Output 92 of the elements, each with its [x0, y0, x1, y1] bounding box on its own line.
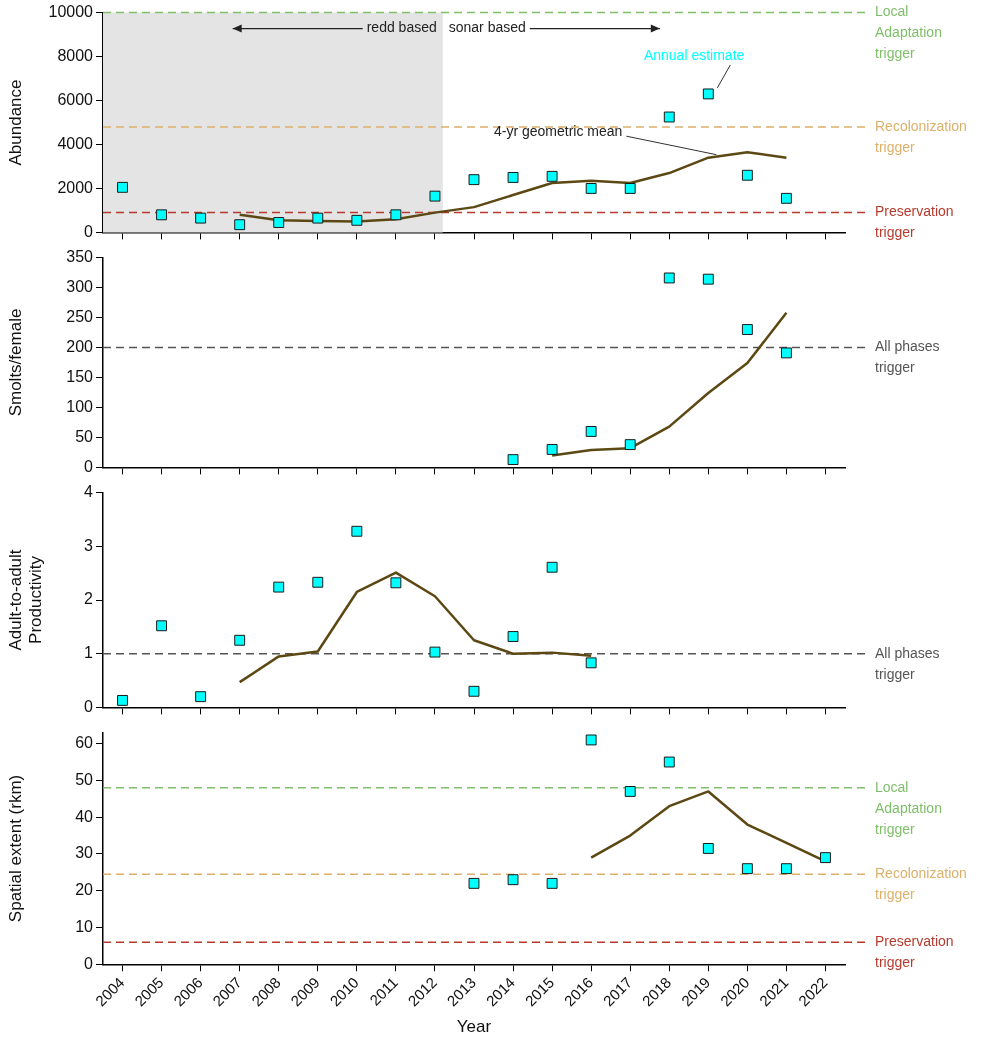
- point: [585, 657, 597, 669]
- point: [195, 212, 207, 224]
- text: 4-yr geometric mean: [494, 123, 623, 140]
- point: [546, 443, 558, 455]
- ref-line-label: All phases trigger: [875, 338, 940, 376]
- point: [780, 192, 792, 204]
- point: [663, 272, 675, 284]
- y-tick-label: 8000: [57, 46, 94, 64]
- point: [468, 877, 480, 889]
- point: [351, 214, 363, 226]
- y-tick-label: 1: [84, 644, 94, 662]
- point: [117, 181, 128, 193]
- y-tick-label: 50: [75, 770, 94, 788]
- y-tick-label: 6000: [57, 90, 94, 108]
- y-tick-label: 100: [66, 397, 94, 415]
- point: [820, 852, 831, 864]
- point: [390, 209, 402, 221]
- point: [429, 646, 441, 658]
- y-axis-title: Abundance: [5, 79, 25, 166]
- point: [741, 169, 753, 181]
- y-tick-label: 0: [84, 954, 94, 972]
- ref-line-label: Preservation trigger: [875, 203, 954, 241]
- y-tick-label: 0: [84, 457, 94, 475]
- point: [585, 182, 597, 194]
- point: [312, 576, 324, 588]
- y-tick-label: 0: [84, 222, 94, 240]
- point: [507, 454, 519, 466]
- ref-line-label: Recolonization trigger: [875, 865, 967, 903]
- point: [507, 874, 519, 886]
- y-axis-title: Spatial extent (rkm): [5, 774, 25, 923]
- y-tick-label: 0: [84, 697, 94, 715]
- y-tick-label: 4: [84, 483, 94, 501]
- y-tick-label: 150: [66, 367, 94, 385]
- point: [585, 425, 597, 437]
- ref-line-label: Local Adaptation trigger: [875, 3, 942, 62]
- y-axis-title: Adult-to-adult Productivity: [5, 549, 46, 651]
- y-tick-label: 50: [75, 427, 94, 445]
- point: [624, 182, 636, 194]
- point: [546, 877, 558, 889]
- annotation: redd based: [366, 19, 437, 36]
- ref-line-label: Preservation trigger: [875, 933, 954, 971]
- point: [351, 525, 363, 537]
- y-tick-label: 350: [66, 248, 94, 266]
- point: [702, 273, 714, 285]
- point: [663, 756, 675, 768]
- point: [156, 620, 168, 632]
- point: [741, 324, 753, 335]
- point: [468, 685, 480, 697]
- point: [273, 581, 285, 593]
- y-tick-label: 40: [75, 807, 94, 825]
- point: [585, 734, 597, 746]
- point: [546, 170, 558, 182]
- point: [507, 631, 519, 642]
- point: [702, 842, 714, 854]
- y-tick-label: 300: [66, 277, 94, 295]
- point: [273, 217, 285, 228]
- annotation: sonar based: [448, 19, 526, 36]
- y-tick-label: 2: [84, 590, 94, 608]
- y-tick-label: 20: [75, 881, 94, 899]
- point: [234, 219, 246, 231]
- point: [546, 561, 558, 573]
- point: [429, 190, 441, 202]
- point: [780, 863, 792, 875]
- text: Annual estimate: [643, 46, 745, 63]
- point: [741, 863, 753, 875]
- point: [195, 691, 207, 703]
- ref-line-label: Recolonization trigger: [875, 117, 967, 155]
- point: [390, 577, 402, 589]
- point: [468, 174, 480, 186]
- point: [312, 212, 324, 224]
- y-tick-label: 60: [75, 734, 94, 752]
- y-tick-label: 4000: [57, 134, 94, 152]
- point: [117, 694, 128, 706]
- point: [234, 634, 246, 646]
- y-tick-label: 200: [66, 337, 94, 355]
- point: [507, 172, 519, 183]
- point: [624, 785, 636, 797]
- ref-line-label: All phases trigger: [875, 644, 940, 682]
- point: [624, 439, 636, 451]
- point: [780, 347, 792, 359]
- y-tick-label: 10000: [48, 3, 94, 21]
- y-tick-label: 250: [66, 307, 94, 325]
- x-axis-title: Year: [456, 1017, 492, 1037]
- y-tick-label: 30: [75, 844, 94, 862]
- y-axis-title: Smolts/female: [5, 308, 25, 417]
- y-tick-label: 10: [75, 917, 94, 935]
- point: [156, 209, 168, 221]
- y-tick-label: 2000: [57, 178, 94, 196]
- point: [702, 88, 714, 100]
- ref-line-label: Local Adaptation trigger: [875, 778, 942, 837]
- point: [663, 111, 675, 123]
- y-tick-label: 3: [84, 536, 94, 554]
